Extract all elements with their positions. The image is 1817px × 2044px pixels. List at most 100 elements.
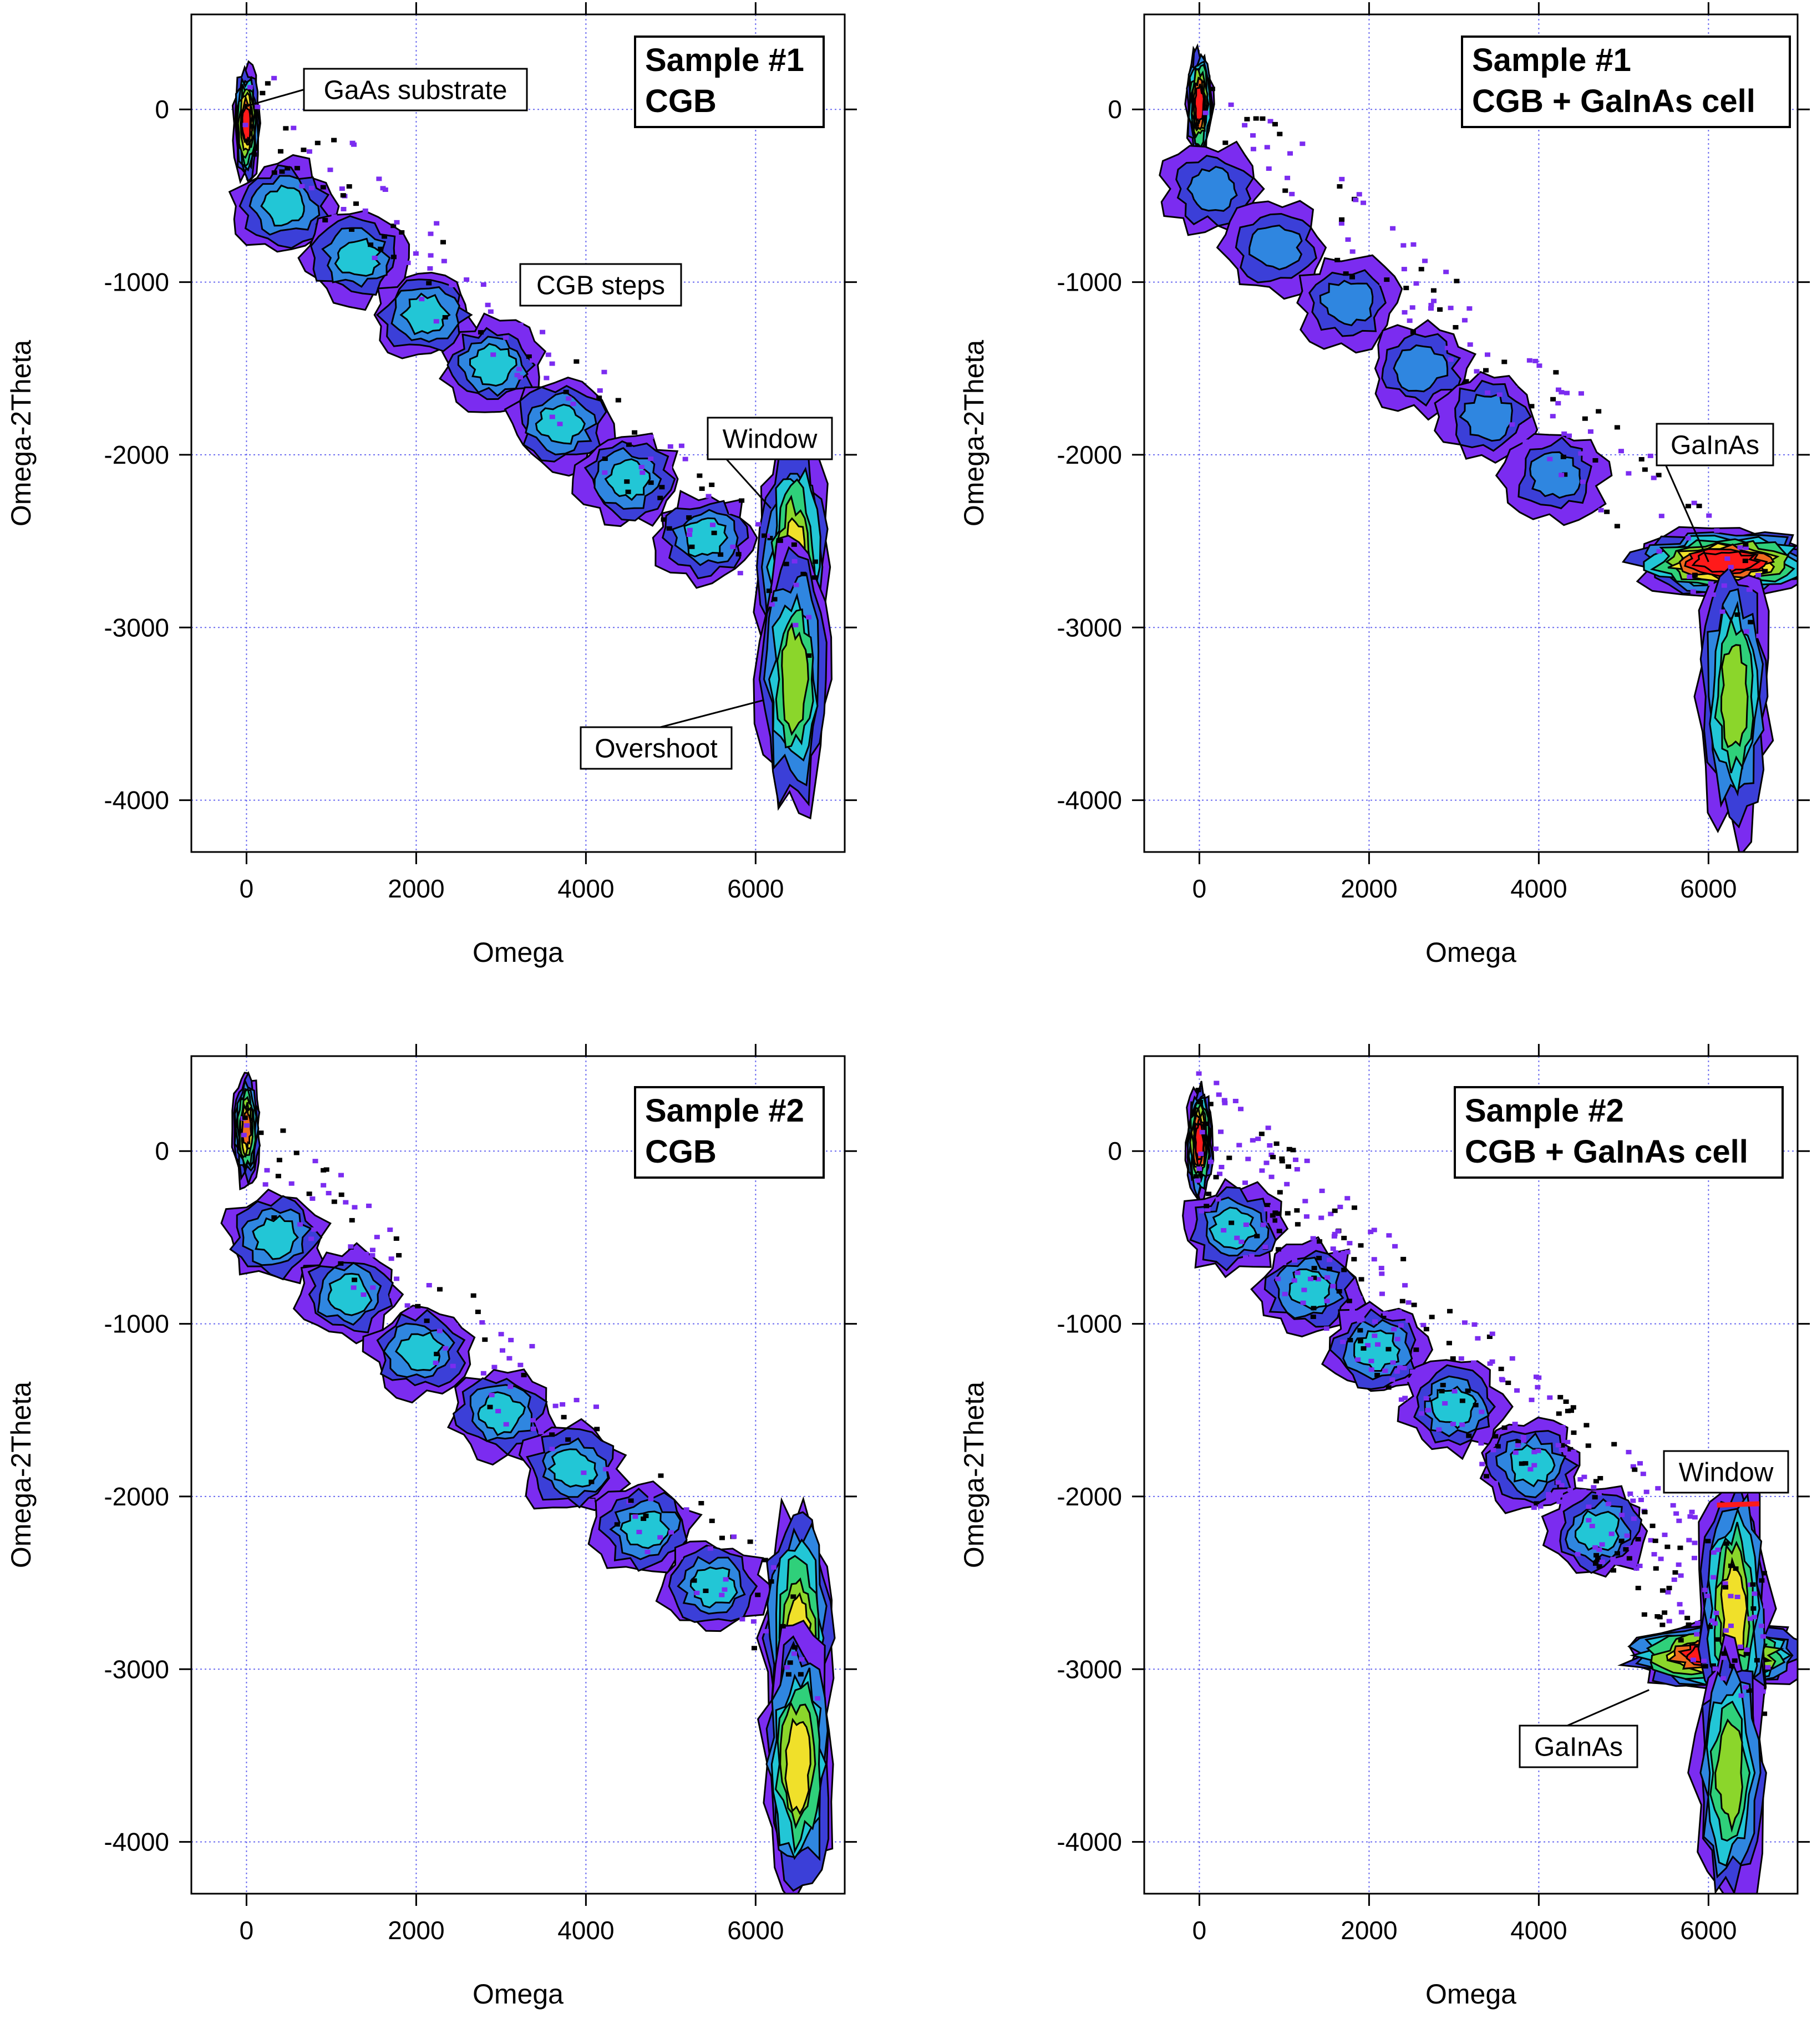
- speckle: [1626, 471, 1632, 476]
- speckle: [735, 552, 742, 557]
- sample-title-line: Sample #2: [1465, 1093, 1624, 1129]
- speckle: [1522, 1461, 1529, 1466]
- speckle: [378, 246, 384, 251]
- speckle: [1330, 1284, 1336, 1289]
- speckle: [1633, 1566, 1640, 1571]
- speckle: [368, 242, 374, 247]
- speckle: [1597, 1475, 1603, 1480]
- speckle: [426, 1283, 432, 1288]
- speckle: [1206, 1191, 1212, 1196]
- speckle: [353, 201, 359, 206]
- speckle: [1559, 1443, 1565, 1448]
- speckle: [1342, 1318, 1348, 1323]
- y-tick-label: -4000: [1057, 786, 1122, 815]
- speckle: [723, 1577, 729, 1582]
- contour-level: [1459, 393, 1513, 442]
- speckle: [1654, 1614, 1661, 1619]
- speckle: [1677, 1545, 1683, 1550]
- annotation-text: CGB steps: [536, 271, 665, 301]
- speckle: [1690, 1657, 1696, 1662]
- speckle: [437, 1287, 443, 1292]
- speckle: [1330, 1246, 1336, 1251]
- speckle: [1214, 1081, 1220, 1086]
- speckle: [1710, 1663, 1716, 1668]
- speckle: [382, 234, 388, 239]
- peak-cgb-step-1: [1182, 1178, 1289, 1279]
- speckle: [1324, 1275, 1331, 1280]
- speckle: [470, 1293, 476, 1298]
- speckle: [1347, 1338, 1353, 1343]
- speckle: [1586, 1518, 1592, 1523]
- speckle: [1238, 1107, 1244, 1112]
- speckle: [561, 1414, 567, 1419]
- speckle: [301, 148, 307, 153]
- speckle: [1750, 1606, 1757, 1611]
- speckle: [1448, 306, 1454, 311]
- speckle: [255, 104, 261, 109]
- speckle: [1272, 1210, 1278, 1215]
- heatmap-layer: [1182, 1071, 1798, 1894]
- speckle: [768, 1579, 774, 1584]
- y-tick-label: 0: [155, 95, 169, 124]
- speckle: [1705, 1539, 1711, 1544]
- contour-level: [1393, 344, 1449, 393]
- annotation-gainas: GaInAs: [1519, 1689, 1649, 1768]
- speckle: [1596, 1491, 1602, 1496]
- speckle: [1567, 1447, 1574, 1452]
- speckle: [1222, 1100, 1228, 1105]
- x-tick-label: 4000: [1510, 874, 1567, 903]
- sample-title-box: [1454, 1086, 1784, 1179]
- speckle: [308, 1236, 314, 1241]
- speckle: [1536, 363, 1542, 368]
- speckle: [1720, 1655, 1727, 1660]
- speckle: [1591, 1485, 1597, 1490]
- speckle: [1236, 1143, 1242, 1148]
- speckle: [1575, 1551, 1581, 1556]
- speckle: [1570, 1405, 1576, 1410]
- speckle: [1253, 116, 1259, 121]
- speckle: [399, 230, 405, 235]
- x-tick-label: 2000: [1341, 874, 1397, 903]
- speckle: [1418, 267, 1424, 272]
- y-tick-label: -4000: [104, 1828, 169, 1857]
- speckle: [351, 142, 357, 147]
- speckle: [1250, 133, 1256, 138]
- speckle: [308, 186, 314, 191]
- speckle: [1242, 123, 1248, 128]
- speckle: [1219, 1165, 1225, 1170]
- speckle: [1212, 1146, 1219, 1151]
- speckle: [1275, 1247, 1281, 1252]
- speckle: [442, 315, 448, 320]
- x-tick-label: 0: [1192, 1916, 1207, 1945]
- speckle: [632, 430, 638, 435]
- speckle: [1618, 449, 1624, 454]
- sample-title-line: Sample #1: [645, 42, 804, 78]
- speckle: [798, 1672, 804, 1677]
- contour-level: [334, 237, 382, 277]
- speckle: [1267, 1218, 1273, 1223]
- speckle: [806, 615, 812, 620]
- speckle: [1287, 151, 1293, 156]
- speckle: [566, 396, 572, 401]
- speckle: [242, 1115, 248, 1120]
- speckle: [338, 1192, 344, 1197]
- peak-cgb-step-2: [1216, 200, 1327, 300]
- speckle: [792, 1645, 798, 1650]
- speckle: [1630, 1498, 1636, 1503]
- speckle: [1565, 1408, 1571, 1413]
- annotation-cgb-steps: CGB steps: [519, 263, 682, 307]
- speckle: [1361, 1346, 1367, 1351]
- speckle: [1197, 1201, 1203, 1206]
- speckle: [799, 1657, 805, 1662]
- speckle: [1234, 1235, 1240, 1240]
- speckle: [1642, 1510, 1648, 1515]
- peak-overshoot: [1687, 1633, 1767, 1894]
- speckle: [277, 149, 283, 154]
- speckle: [1413, 281, 1419, 286]
- speckle: [1733, 1566, 1739, 1571]
- speckle: [1694, 1632, 1700, 1637]
- speckle: [1651, 475, 1657, 480]
- speckle: [1276, 1211, 1282, 1216]
- annotation-box: [303, 68, 528, 111]
- speckle: [603, 1467, 609, 1472]
